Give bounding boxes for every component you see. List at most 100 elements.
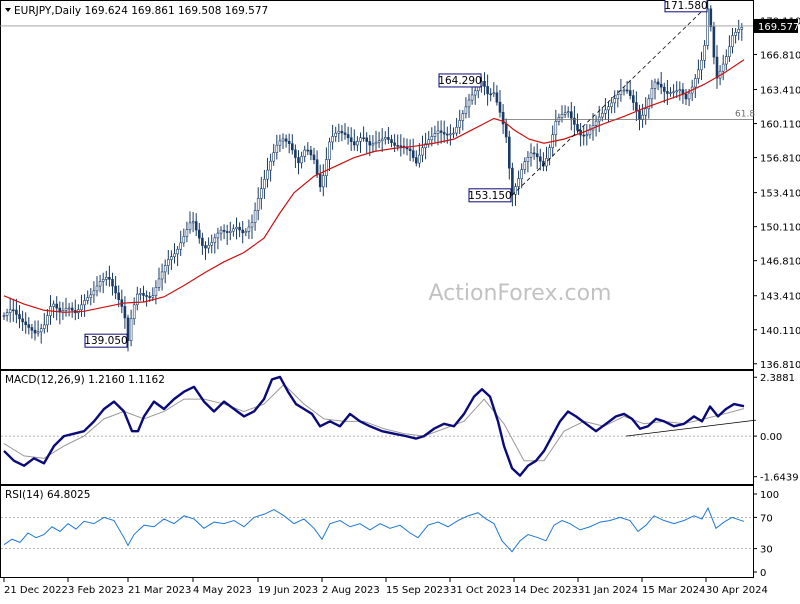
annotation-label: 171.580 [664, 0, 707, 12]
candle-body [328, 141, 331, 160]
candle-body [238, 226, 241, 231]
candle-body [672, 91, 675, 94]
rsi-y-tick-label: 30 [760, 545, 773, 556]
candle-body [532, 152, 536, 155]
candle-body [294, 149, 297, 158]
candle-body [411, 150, 415, 158]
candle-body [588, 129, 592, 136]
candle-body [346, 134, 350, 139]
candle-body [625, 89, 629, 92]
candle-body [616, 94, 620, 99]
x-axis-tick-label: 31 Oct 2023 [450, 585, 512, 596]
candle-body [576, 124, 579, 131]
candle-body [427, 139, 431, 145]
candle-body [641, 114, 644, 120]
candle-body [173, 253, 176, 257]
candle-body [613, 98, 617, 104]
price-layer: 139.050 164.290 153.150 171.580 [0, 0, 753, 352]
candle-body [458, 120, 462, 128]
candle-body [266, 169, 269, 180]
candle-body [331, 136, 334, 143]
candle-body [325, 159, 328, 176]
candle-body [594, 120, 598, 126]
candle-body [157, 278, 161, 288]
candle-body [67, 307, 71, 310]
rsi-layer [1, 506, 753, 553]
candle-body [275, 144, 279, 153]
candle-body [321, 175, 325, 188]
trend-line-dashed [511, 5, 709, 196]
candle-body [396, 145, 400, 147]
candle-body [387, 137, 390, 140]
candle-body [132, 304, 136, 320]
candle-body [380, 138, 384, 141]
x-axis-tick-label: 15 Sep 2023 [386, 585, 449, 596]
candle-body [129, 318, 133, 341]
candle-body [483, 81, 486, 87]
candle-body [452, 132, 455, 135]
candle-body [737, 29, 741, 33]
candle-body [666, 91, 669, 94]
rsi-y-tick-label: 100 [760, 490, 779, 501]
candle-body [504, 123, 508, 138]
candle-body [33, 329, 37, 334]
candle-body [306, 149, 310, 152]
candle-body [706, 8, 710, 46]
candle-body [442, 132, 446, 135]
candle-body [669, 92, 672, 94]
candle-body [486, 86, 489, 95]
x-axis-tick-label: 15 Mar 2024 [642, 585, 705, 596]
candle-body [678, 89, 682, 92]
candle-body [64, 308, 68, 311]
candle-body [182, 236, 186, 244]
candle-body [309, 149, 313, 156]
candle-body [232, 228, 235, 232]
candle-body [498, 101, 502, 113]
macd-y-tick-label: 0.00 [760, 432, 782, 443]
candle-body [290, 143, 294, 151]
candle-body [194, 221, 198, 231]
candle-body [430, 136, 434, 141]
price-y-tick-label: 156.810 [760, 154, 800, 165]
candle-body [278, 140, 282, 146]
candle-body [343, 132, 347, 135]
candle-body [269, 160, 272, 171]
macd-y-tick-label: 2.3881 [760, 373, 795, 384]
candle-body [721, 63, 725, 72]
current-price-tag [754, 18, 798, 33]
candle-body [210, 242, 213, 246]
axis-layer: 170.110166.810163.410160.110156.810153.4… [3, 16, 800, 596]
candle-body [213, 237, 217, 243]
candle-body [300, 156, 303, 164]
candle-body [185, 229, 189, 237]
candle-body [445, 133, 449, 136]
candle-body [709, 8, 713, 28]
price-y-tick-label: 166.810 [760, 50, 800, 61]
candle-body [83, 300, 86, 306]
candle-body [359, 137, 362, 142]
candle-body [728, 46, 731, 57]
candle-body [27, 324, 31, 328]
candle-body [374, 141, 378, 145]
candle-body [526, 157, 530, 162]
candle-body [244, 231, 248, 234]
candle-body [80, 304, 83, 310]
candle-body [111, 279, 114, 287]
candle-body [585, 134, 589, 137]
candle-body [204, 245, 207, 249]
candle-body [560, 114, 564, 118]
annotation-label: 139.050 [84, 335, 127, 347]
candle-body [734, 32, 737, 36]
candle-body [495, 92, 499, 103]
candle-body [566, 111, 570, 114]
candle-body [337, 130, 341, 134]
candle-body [362, 137, 365, 140]
candle-body [501, 112, 505, 125]
candle-body [461, 113, 465, 121]
macd-line [3, 375, 745, 477]
candle-body [95, 285, 99, 292]
annotation-label: 153.150 [468, 190, 511, 202]
candle-body [597, 116, 601, 122]
candle-body [610, 102, 613, 107]
candle-body [473, 90, 477, 96]
